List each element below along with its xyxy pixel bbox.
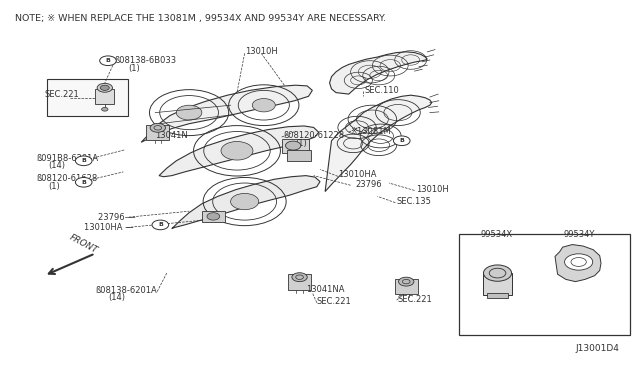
Text: ß08120-61628: ß08120-61628 (36, 174, 97, 183)
Text: B: B (81, 180, 86, 185)
Circle shape (100, 85, 109, 90)
Bar (487, 293, 508, 298)
Circle shape (97, 83, 113, 92)
Text: J13001D4: J13001D4 (575, 344, 620, 353)
Polygon shape (159, 126, 319, 177)
Text: B: B (106, 58, 111, 63)
Circle shape (252, 99, 275, 112)
Text: 23796 —: 23796 — (98, 213, 136, 222)
Circle shape (176, 105, 202, 120)
Text: ß08138-6201A: ß08138-6201A (95, 286, 157, 295)
Circle shape (102, 108, 108, 111)
Bar (147, 125, 170, 140)
Text: ※13081M: ※13081M (351, 126, 392, 136)
Bar (288, 274, 311, 290)
Text: ß091B8-6201A: ß091B8-6201A (36, 154, 98, 163)
Text: (1): (1) (296, 139, 307, 148)
Text: (14): (14) (49, 161, 65, 170)
Text: 13010H: 13010H (416, 185, 449, 194)
Text: ß08120-61228: ß08120-61228 (283, 131, 344, 141)
Text: B: B (158, 222, 163, 227)
Bar (395, 279, 418, 294)
Text: 23796: 23796 (355, 180, 381, 189)
Circle shape (152, 220, 169, 230)
Text: (1): (1) (49, 182, 60, 190)
Polygon shape (330, 52, 428, 94)
Bar (483, 273, 511, 295)
Circle shape (76, 156, 92, 166)
Bar (95, 89, 115, 104)
Bar (47, 79, 129, 116)
Circle shape (221, 141, 253, 160)
Text: B: B (399, 138, 404, 143)
Text: 13010HA: 13010HA (338, 170, 376, 179)
Circle shape (100, 56, 116, 65)
Circle shape (207, 213, 220, 220)
Text: SEC.110: SEC.110 (365, 86, 399, 95)
Text: 13041N: 13041N (156, 131, 188, 141)
Polygon shape (325, 95, 432, 192)
Text: SEC.221: SEC.221 (398, 295, 433, 304)
Text: (14): (14) (108, 294, 125, 302)
Text: 13010H: 13010H (244, 47, 277, 56)
Text: 99534Y: 99534Y (564, 230, 595, 240)
Text: FRONT: FRONT (68, 233, 99, 256)
Circle shape (76, 177, 92, 187)
Circle shape (483, 265, 511, 281)
Bar (202, 211, 225, 222)
Polygon shape (141, 85, 312, 142)
Circle shape (394, 136, 410, 145)
Text: 13010HA —: 13010HA — (84, 223, 133, 232)
Circle shape (150, 124, 166, 132)
Bar (460, 234, 630, 335)
Circle shape (399, 277, 414, 286)
Circle shape (230, 193, 259, 210)
Polygon shape (172, 176, 320, 229)
Text: NOTE; ※ WHEN REPLACE THE 13081M , 99534X AND 99534Y ARE NECESSARY.: NOTE; ※ WHEN REPLACE THE 13081M , 99534X… (15, 14, 386, 23)
Text: SEC.135: SEC.135 (397, 197, 431, 206)
Text: SEC.221: SEC.221 (317, 297, 351, 306)
Polygon shape (555, 244, 601, 282)
Circle shape (292, 273, 307, 282)
Bar (287, 150, 311, 161)
Bar (282, 138, 308, 153)
Circle shape (564, 254, 593, 270)
Text: SEC.221: SEC.221 (44, 90, 79, 99)
Text: 99534X: 99534X (481, 230, 513, 240)
Circle shape (285, 141, 301, 150)
Text: ß08138-6B033: ß08138-6B033 (115, 56, 177, 65)
Text: (1): (1) (129, 64, 140, 73)
Text: B: B (81, 158, 86, 163)
Text: 13041NA: 13041NA (306, 285, 344, 294)
